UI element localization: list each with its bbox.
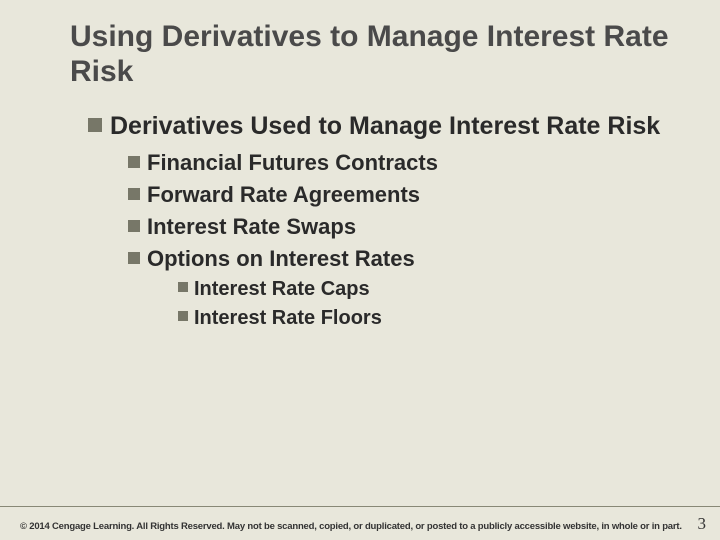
bullet-level3-text: Interest Rate Floors [194,307,382,329]
bullet-level3: Interest Rate Caps [178,275,680,304]
bullet-level2-text: Financial Futures Contracts [147,150,438,175]
square-bullet-icon [128,188,140,200]
bullet-level1-text: Derivatives Used to Manage Interest Rate… [110,112,660,140]
bullet-level2: Forward Rate Agreements [128,179,680,211]
square-bullet-icon [128,252,140,264]
bullet-level2: Options on Interest Rates [128,243,680,275]
bullet-level3-text: Interest Rate Caps [194,278,370,300]
bullet-level3-list: Interest Rate Caps Interest Rate Floors [128,275,680,333]
content-body: Derivatives Used to Manage Interest Rate… [0,111,720,333]
slide: Using Derivatives to Manage Interest Rat… [0,0,720,540]
page-number: 3 [698,514,707,534]
square-bullet-icon [178,311,188,321]
square-bullet-icon [128,220,140,232]
bullet-level2-text: Interest Rate Swaps [147,214,356,239]
bullet-level2: Interest Rate Swaps [128,211,680,243]
bullet-level1: Derivatives Used to Manage Interest Rate… [88,111,680,141]
square-bullet-icon [178,282,188,292]
slide-title: Using Derivatives to Manage Interest Rat… [0,20,720,89]
bullet-level2-text: Forward Rate Agreements [147,182,420,207]
bullet-level2-list: Financial Futures Contracts Forward Rate… [88,147,680,333]
copyright-notice: © 2014 Cengage Learning. All Rights Rese… [20,521,682,532]
bullet-level2: Financial Futures Contracts [128,147,680,179]
bullet-level2-text: Options on Interest Rates [147,246,415,271]
square-bullet-icon [88,118,102,132]
square-bullet-icon [128,156,140,168]
bullet-level3: Interest Rate Floors [178,304,680,333]
